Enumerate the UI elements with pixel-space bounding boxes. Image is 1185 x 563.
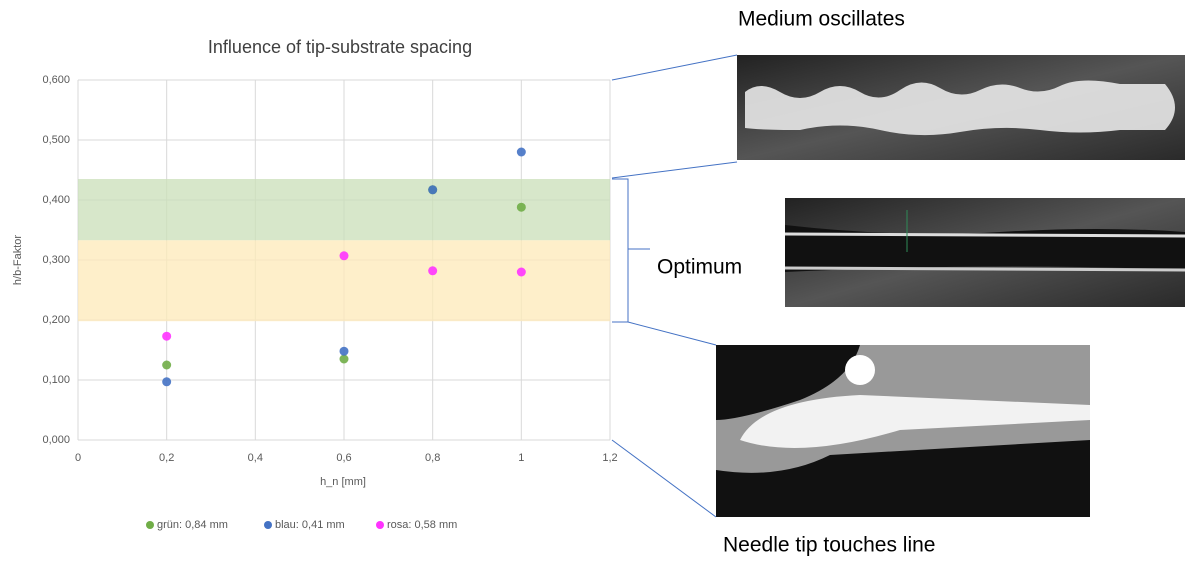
annotation: Needle tip touches line: [723, 534, 935, 557]
plot-area: 0,000 0,100 0,200 0,300 0,400 0,500 0,600 0 0,2 0…: [42, 74, 617, 464]
photos: [716, 55, 1185, 517]
annotation: Optimum: [657, 256, 742, 279]
legend-marker: [264, 521, 272, 529]
legend-label: rosa: 0,58 mm: [387, 519, 457, 531]
y-tick-label: 0,400: [42, 194, 70, 206]
point: [340, 347, 349, 356]
y-tick-label: 0,000: [42, 434, 70, 446]
annotation: Medium oscillates: [738, 8, 905, 31]
y-tick-label: 0,200: [42, 314, 70, 326]
point: [162, 332, 171, 341]
x-tick-label: 1: [518, 452, 524, 464]
legend-label: blau: 0,41 mm: [275, 519, 345, 531]
y-tick-label: 0,500: [42, 134, 70, 146]
x-tick-label: 0,8: [425, 452, 440, 464]
chart-title: Influence of tip-substrate spacing: [208, 37, 472, 57]
point: [428, 185, 437, 194]
band: [78, 179, 610, 240]
y-tick-label: 0,100: [42, 374, 70, 386]
y-tick-label: 0,300: [42, 254, 70, 266]
point: [162, 377, 171, 386]
point: [517, 268, 526, 277]
point: [340, 251, 349, 260]
page: Influence of tip-substrate spacing h_n […: [0, 0, 1185, 563]
point: [428, 266, 437, 275]
x-tick-label: 0,2: [159, 452, 174, 464]
x-tick-label: 0,6: [336, 452, 351, 464]
point: [340, 355, 349, 364]
legend-label: grün: 0,84 mm: [157, 519, 228, 531]
x-tick-label: 0,4: [248, 452, 263, 464]
x-tick-label: 0: [75, 452, 81, 464]
x-axis-label: h_n [mm]: [320, 476, 366, 488]
legend-marker: [146, 521, 154, 529]
point: [517, 203, 526, 212]
y-tick-label: 0,600: [42, 74, 70, 86]
x-tick-label: 1,2: [602, 452, 617, 464]
point: [162, 361, 171, 370]
y-axis-label: h/b-Faktor: [12, 235, 24, 285]
legend-marker: [376, 521, 384, 529]
point: [517, 148, 526, 157]
legend: grün: 0,84 mm blau: 0,41 mm rosa: 0,58 mm: [146, 519, 457, 531]
